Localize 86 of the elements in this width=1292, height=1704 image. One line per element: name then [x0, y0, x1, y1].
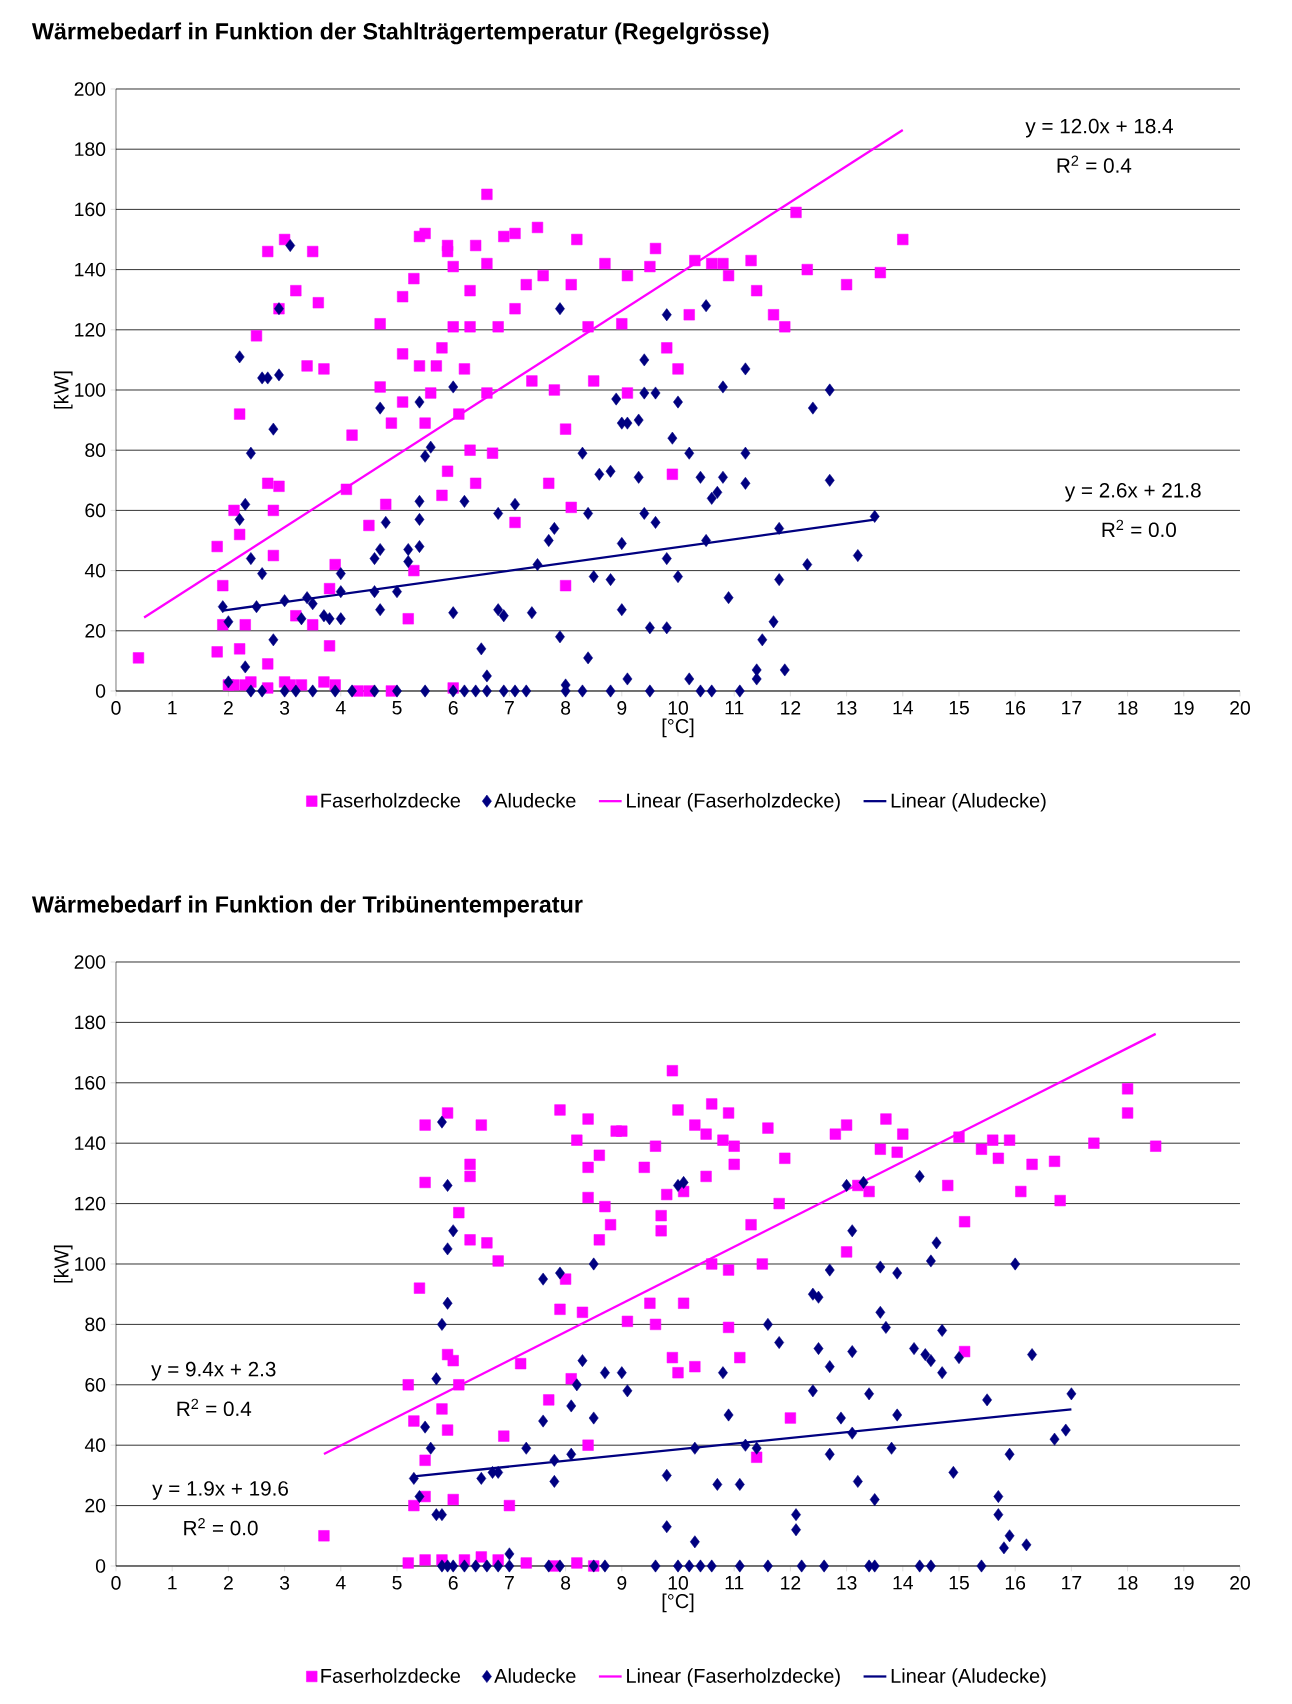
x-tick-label: 12 [781, 701, 801, 715]
y-tick-label: 80 [85, 1317, 106, 1332]
x-tick-label: 16 [1005, 1576, 1026, 1590]
y-tick-label: 200 [74, 82, 106, 96]
x-tick-label: 14 [893, 1576, 913, 1590]
y-tick-label: 40 [84, 1438, 106, 1453]
y-tick-label: 80 [85, 443, 106, 458]
y-tick-label: 0 [95, 1559, 106, 1573]
legend-label: Aludecke [494, 1668, 576, 1683]
legend-label: Aludecke [494, 792, 576, 808]
x-tick-label: 1 [168, 1576, 177, 1590]
x-tick-label: 16 [1005, 701, 1026, 715]
x-tick-label: 7 [505, 1576, 514, 1590]
annotation: R$^{2}$ = 0.4 [1057, 155, 1132, 173]
y-tick-label: 120 [75, 322, 106, 337]
x-tick-label: 19 [1174, 701, 1194, 715]
x-tick-label: 3 [279, 701, 290, 715]
y-tick-label: 20 [85, 623, 106, 638]
x-axis-title: [°C] [662, 718, 694, 738]
chart-title: Wärmebedarf in Funktion der Stahlträgertemperatur (Regelgrösse) [31, 22, 769, 45]
x-tick-label: 15 [949, 701, 969, 715]
x-tick-label: 18 [1118, 701, 1138, 715]
x-tick-label: 4 [335, 701, 346, 715]
y-tick-label: 100 [75, 1257, 106, 1271]
x-axis-title: [°C] [662, 1593, 694, 1613]
x-tick-label: 6 [448, 1576, 458, 1590]
x-tick-label: 4 [335, 1576, 346, 1590]
y-tick-label: 200 [74, 955, 106, 969]
legend-label: Linear (Aludecke) [891, 1668, 1046, 1687]
x-tick-label: 0 [111, 1576, 121, 1590]
x-tick-label: 5 [392, 1576, 402, 1590]
x-tick-label: 10 [668, 1576, 688, 1590]
y-tick-label: 60 [85, 1377, 106, 1392]
legend-label: Linear (Faserholzdecke) [627, 1668, 840, 1687]
annotation: y = 1.9x + 19.6 [152, 1481, 288, 1500]
y-tick-label: 140 [75, 1136, 106, 1151]
x-tick-label: 2 [224, 701, 233, 715]
y-tick-label: 100 [75, 383, 106, 397]
legend-label: Faserholzdecke [321, 792, 461, 808]
y-tick-label: 160 [75, 1075, 106, 1090]
x-tick-label: 20 [1230, 1576, 1250, 1590]
y-axis-title: [kW] [53, 1245, 73, 1283]
x-tick-label: 13 [837, 701, 857, 715]
x-tick-label: 5 [392, 701, 402, 715]
x-tick-label: 8 [561, 1576, 571, 1590]
annotation: R$^{2}$ = 0.0 [1102, 519, 1176, 538]
x-tick-label: 17 [1062, 1576, 1082, 1590]
x-tick-label: 7 [505, 701, 514, 715]
x-tick-label: 9 [617, 701, 627, 715]
legend-label: Linear (Faserholzdecke) [627, 792, 840, 812]
y-tick-label: 0 [95, 684, 106, 698]
x-tick-label: 11 [725, 1576, 744, 1590]
x-tick-label: 6 [448, 701, 458, 715]
x-tick-label: 1 [168, 701, 177, 715]
x-tick-label: 14 [893, 701, 913, 715]
x-tick-label: 15 [949, 1576, 969, 1590]
y-axis-title: [kW] [53, 371, 73, 409]
x-tick-label: 8 [561, 701, 571, 715]
x-tick-label: 10 [668, 701, 688, 715]
x-tick-label: 2 [224, 1576, 233, 1590]
x-tick-label: 17 [1062, 701, 1082, 715]
annotation: y = 12.0x + 18.4 [1025, 118, 1173, 138]
y-tick-label: 20 [85, 1498, 106, 1513]
x-tick-label: 9 [617, 1576, 627, 1590]
x-tick-label: 19 [1174, 1576, 1194, 1590]
x-tick-label: 18 [1118, 1576, 1138, 1590]
x-tick-label: 13 [837, 1576, 857, 1590]
y-tick-label: 140 [75, 262, 106, 277]
x-tick-label: 11 [725, 701, 744, 715]
y-tick-label: 60 [85, 503, 106, 518]
y-tick-label: 180 [75, 142, 106, 157]
x-tick-label: 0 [111, 701, 121, 715]
annotation: R$^{2}$ = 0.4 [177, 1398, 252, 1417]
legend-label: Linear (Aludecke) [891, 792, 1046, 812]
y-tick-label: 120 [75, 1196, 106, 1211]
y-tick-label: 40 [84, 563, 106, 578]
annotation: y = 2.6x + 21.8 [1064, 482, 1201, 502]
x-tick-label: 3 [279, 1576, 290, 1590]
annotation: R$^{2}$ = 0.0 [184, 1518, 258, 1536]
y-tick-label: 160 [75, 202, 106, 217]
annotation: y = 9.4x + 2.3 [151, 1361, 276, 1381]
x-tick-label: 20 [1230, 701, 1250, 715]
legend-label: Faserholzdecke [321, 1668, 461, 1683]
chart-title: Wärmebedarf in Funktion der Tribünentemperatur [31, 895, 583, 918]
x-tick-label: 12 [781, 1576, 801, 1590]
y-tick-label: 180 [75, 1015, 106, 1030]
